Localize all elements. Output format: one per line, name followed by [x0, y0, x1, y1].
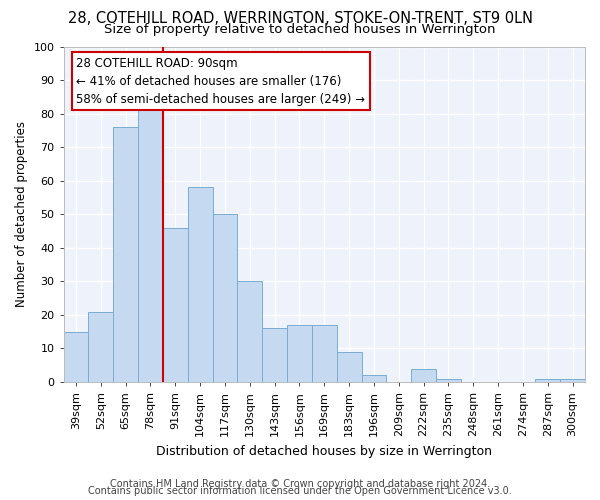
Bar [64, 332, 88, 382]
Bar [560, 378, 585, 382]
Bar [138, 110, 163, 382]
Text: Contains HM Land Registry data © Crown copyright and database right 2024.: Contains HM Land Registry data © Crown c… [110, 479, 490, 489]
Bar [163, 228, 188, 382]
Bar [113, 127, 138, 382]
Bar [337, 352, 362, 382]
Y-axis label: Number of detached properties: Number of detached properties [15, 122, 28, 308]
Bar [212, 214, 238, 382]
Bar [535, 378, 560, 382]
Text: Contains public sector information licensed under the Open Government Licence v3: Contains public sector information licen… [88, 486, 512, 496]
Bar [287, 325, 312, 382]
X-axis label: Distribution of detached houses by size in Werrington: Distribution of detached houses by size … [156, 444, 492, 458]
Bar [362, 376, 386, 382]
Bar [436, 378, 461, 382]
Text: 28 COTEHILL ROAD: 90sqm
← 41% of detached houses are smaller (176)
58% of semi-d: 28 COTEHILL ROAD: 90sqm ← 41% of detache… [76, 56, 365, 106]
Text: Size of property relative to detached houses in Werrington: Size of property relative to detached ho… [104, 22, 496, 36]
Bar [88, 312, 113, 382]
Bar [238, 282, 262, 382]
Bar [262, 328, 287, 382]
Text: 28, COTEHILL ROAD, WERRINGTON, STOKE-ON-TRENT, ST9 0LN: 28, COTEHILL ROAD, WERRINGTON, STOKE-ON-… [67, 11, 533, 26]
Bar [188, 188, 212, 382]
Bar [411, 368, 436, 382]
Bar [312, 325, 337, 382]
